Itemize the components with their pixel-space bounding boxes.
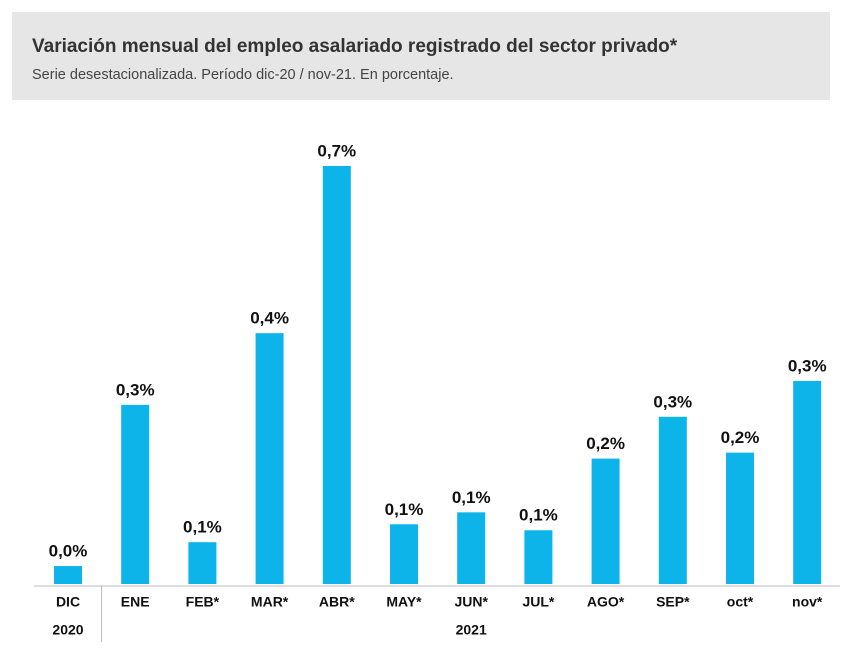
x-tick-label: JUN*	[454, 594, 488, 610]
x-tick-label: JUL*	[522, 594, 554, 610]
data-label: 0,1%	[385, 500, 424, 519]
data-label: 0,2%	[586, 434, 625, 453]
data-label: 0,1%	[183, 518, 222, 537]
x-tick-label: SEP*	[656, 594, 690, 610]
data-label: 0,1%	[452, 488, 491, 507]
chart-subtitle: Serie desestacionalizada. Período dic-20…	[32, 67, 454, 83]
chart-title: Variación mensual del empleo asalariado …	[32, 36, 678, 57]
bar	[188, 542, 217, 584]
data-label: 0,2%	[721, 428, 760, 447]
data-label: 0,1%	[519, 506, 558, 525]
x-tick-label: MAR*	[251, 594, 289, 610]
x-tick-label: oct*	[727, 594, 754, 610]
data-label: 0,3%	[116, 380, 155, 399]
x-tick-label: nov*	[792, 594, 823, 610]
data-label: 0,4%	[250, 309, 289, 328]
data-label: 0,0%	[49, 542, 88, 561]
data-label: 0,3%	[788, 356, 827, 375]
data-label: 0,7%	[317, 141, 356, 160]
data-label: 0,3%	[653, 392, 692, 411]
bar	[591, 458, 620, 584]
x-tick-label: ABR*	[319, 594, 355, 610]
bar	[390, 524, 418, 584]
x-tick-label: DIC	[56, 594, 80, 610]
group-label: 2021	[456, 622, 487, 638]
group-label: 2020	[52, 622, 83, 638]
x-tick-label: ENE	[121, 594, 150, 610]
bar	[255, 333, 284, 584]
bar	[726, 452, 754, 584]
bar	[322, 166, 351, 584]
bar	[793, 380, 822, 584]
bar	[457, 512, 486, 584]
bar	[658, 416, 687, 584]
x-tick-label: MAY*	[386, 594, 422, 610]
bar	[121, 404, 150, 584]
bar	[54, 566, 82, 584]
x-tick-label: FEB*	[186, 594, 220, 610]
header-band	[12, 12, 830, 100]
bar	[524, 530, 553, 584]
x-tick-label: AGO*	[587, 594, 625, 610]
